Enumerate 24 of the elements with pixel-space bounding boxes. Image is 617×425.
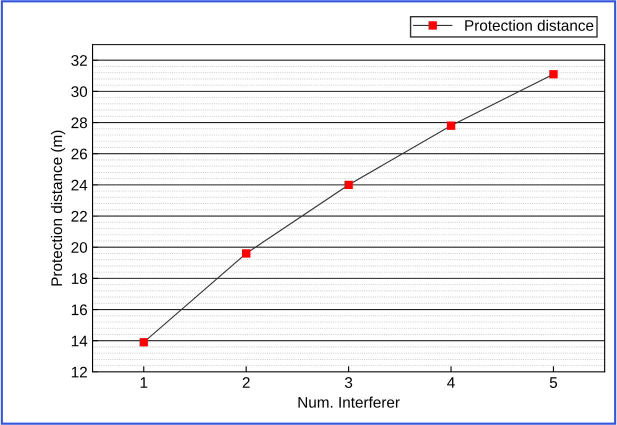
y-tick-label: 18 (72, 273, 88, 284)
x-axis-title: Num. Interferer (298, 396, 400, 408)
y-tick-label: 30 (71, 86, 88, 98)
y-tick-label: 28 (71, 117, 88, 128)
x-tick-label: 1 (140, 377, 148, 388)
point (140, 338, 148, 346)
x-tick-label: 3 (344, 377, 352, 388)
y-tick-label: 32 (71, 55, 87, 66)
point (344, 180, 353, 190)
y-tick-label: 16 (72, 304, 88, 316)
y-axis-title: Protection distance (m) (50, 130, 66, 286)
point (242, 249, 250, 258)
y-tick-label: 26 (71, 148, 88, 160)
point (549, 70, 558, 78)
y-tick-label: 24 (71, 180, 88, 190)
x-tick-label: 5 (550, 377, 558, 388)
y-tick-label: 20 (71, 242, 88, 253)
y-tick-label: 12 (72, 366, 87, 378)
y-tick-label: 14 (72, 336, 88, 346)
y-tick-label: 22 (71, 210, 87, 222)
x-tick-label: 2 (242, 377, 250, 388)
legend-label: Protection distance (465, 20, 594, 31)
x-tick-label: 4 (447, 377, 455, 388)
point (446, 121, 456, 130)
